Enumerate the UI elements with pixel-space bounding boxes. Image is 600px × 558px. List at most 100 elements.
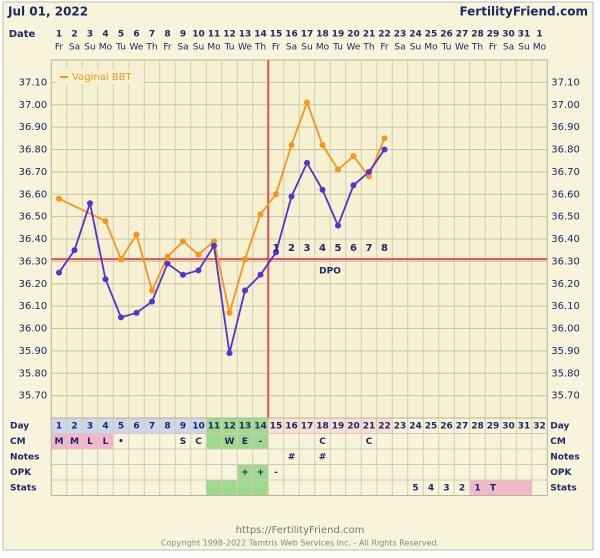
table-cell: 18 <box>316 421 329 431</box>
date-number: 20 <box>347 30 360 40</box>
date-number: 19 <box>332 30 345 40</box>
weekday: Fr <box>272 43 281 53</box>
table-cell: C <box>319 437 326 447</box>
table-cell: L <box>87 437 93 447</box>
table-cell: M <box>55 437 64 447</box>
data-point <box>133 231 140 238</box>
data-point <box>257 211 264 218</box>
weekday: Th <box>145 43 157 53</box>
table-cell: # <box>288 452 296 462</box>
y-tick-label-right: 36.20 <box>551 279 580 290</box>
table-cell: E <box>242 437 248 447</box>
data-point <box>56 195 62 202</box>
y-tick-label-right: 36.80 <box>551 145 580 156</box>
date-number: 18 <box>316 30 329 40</box>
weekday: Tu <box>332 43 343 53</box>
data-point <box>335 166 341 173</box>
data-point <box>381 146 388 153</box>
weekday: Mo <box>316 43 330 53</box>
y-tick-label-right: 35.70 <box>551 391 580 402</box>
table-cell: 30 <box>502 421 515 431</box>
data-point <box>149 287 155 294</box>
data-point <box>102 218 109 225</box>
date-number: 17 <box>301 30 314 40</box>
date-number: 9 <box>180 30 186 40</box>
weekday: We <box>238 43 252 53</box>
date-number: 7 <box>149 30 155 40</box>
dpo-label: 8 <box>381 243 388 254</box>
dpo-text: DPO <box>319 267 341 277</box>
table-cell: # <box>319 452 327 462</box>
data-point <box>381 135 388 142</box>
y-tick-label: 36.60 <box>19 189 48 200</box>
date-number: 3 <box>87 30 93 40</box>
weekday: We <box>130 43 144 53</box>
date-number: 12 <box>223 30 236 40</box>
y-tick-label: 36.80 <box>19 145 48 156</box>
table-cell: 28 <box>471 421 484 431</box>
data-point <box>71 247 78 254</box>
weekday: We <box>347 43 361 53</box>
dpo-label: 7 <box>366 243 373 254</box>
date-number: 25 <box>425 30 438 40</box>
weekday: Mo <box>207 43 221 53</box>
series-line <box>58 99 386 314</box>
row-label-right: Day <box>550 421 569 431</box>
data-point <box>180 271 186 278</box>
legend-label: Vaginal BBT <box>72 72 132 83</box>
table-cell: 31 <box>518 421 531 431</box>
table-cell: 26 <box>440 421 453 431</box>
weekday: Sa <box>69 43 80 53</box>
table-cell: 22 <box>378 421 391 431</box>
table-cell: 19 <box>332 421 345 431</box>
table-cell: 1 <box>474 483 480 493</box>
y-tick-label: 35.90 <box>19 346 48 357</box>
table-cell: C <box>366 437 373 447</box>
date-number: 24 <box>409 30 422 40</box>
weekday: Tu <box>224 43 235 53</box>
dpo-label: 4 <box>319 243 326 254</box>
weekday: Fr <box>489 43 498 53</box>
row-label-right: CM <box>550 437 566 447</box>
y-tick-label: 36.00 <box>19 324 48 335</box>
weekday: Th <box>362 43 374 53</box>
header-date: Jul 01, 2022 <box>7 5 88 19</box>
date-number: 26 <box>440 30 453 40</box>
table-cell: 6 <box>133 421 139 431</box>
row-label: Notes <box>10 452 39 462</box>
y-tick-label-right: 36.30 <box>551 256 580 267</box>
date-number: 1 <box>536 30 542 40</box>
table-cell: 4 <box>428 483 434 493</box>
data-point <box>87 200 93 207</box>
dpo-label: 1 <box>273 243 280 254</box>
legend-box <box>56 69 144 84</box>
table-cell: 15 <box>270 421 283 431</box>
data-point <box>226 309 233 316</box>
series-line <box>58 148 386 354</box>
data-point <box>149 298 155 305</box>
date-number: 6 <box>133 30 139 40</box>
table-cell: 8 <box>164 421 170 431</box>
data-point <box>288 193 295 200</box>
table-cell: 10 <box>192 421 205 431</box>
data-point <box>350 153 357 160</box>
data-point <box>164 260 171 267</box>
y-tick-label-right: 36.70 <box>551 167 580 178</box>
date-number: 4 <box>102 30 108 40</box>
table-cell: 7 <box>149 421 155 431</box>
table-cell: C <box>195 437 202 447</box>
weekday: We <box>455 43 469 53</box>
data-point <box>288 142 295 149</box>
table-cell: W <box>225 437 235 447</box>
table-cell: 1 <box>56 421 62 431</box>
table-cell: 5 <box>412 483 418 493</box>
date-number: 31 <box>518 30 531 40</box>
data-point <box>133 309 140 316</box>
row-label: CM <box>10 437 26 447</box>
weekday: Su <box>193 43 204 53</box>
date-number: 10 <box>192 30 205 40</box>
y-tick-label-right: 36.90 <box>551 122 580 133</box>
dpo-label: 3 <box>304 243 311 254</box>
table-cell: 23 <box>394 421 407 431</box>
date-number: 15 <box>270 30 283 40</box>
